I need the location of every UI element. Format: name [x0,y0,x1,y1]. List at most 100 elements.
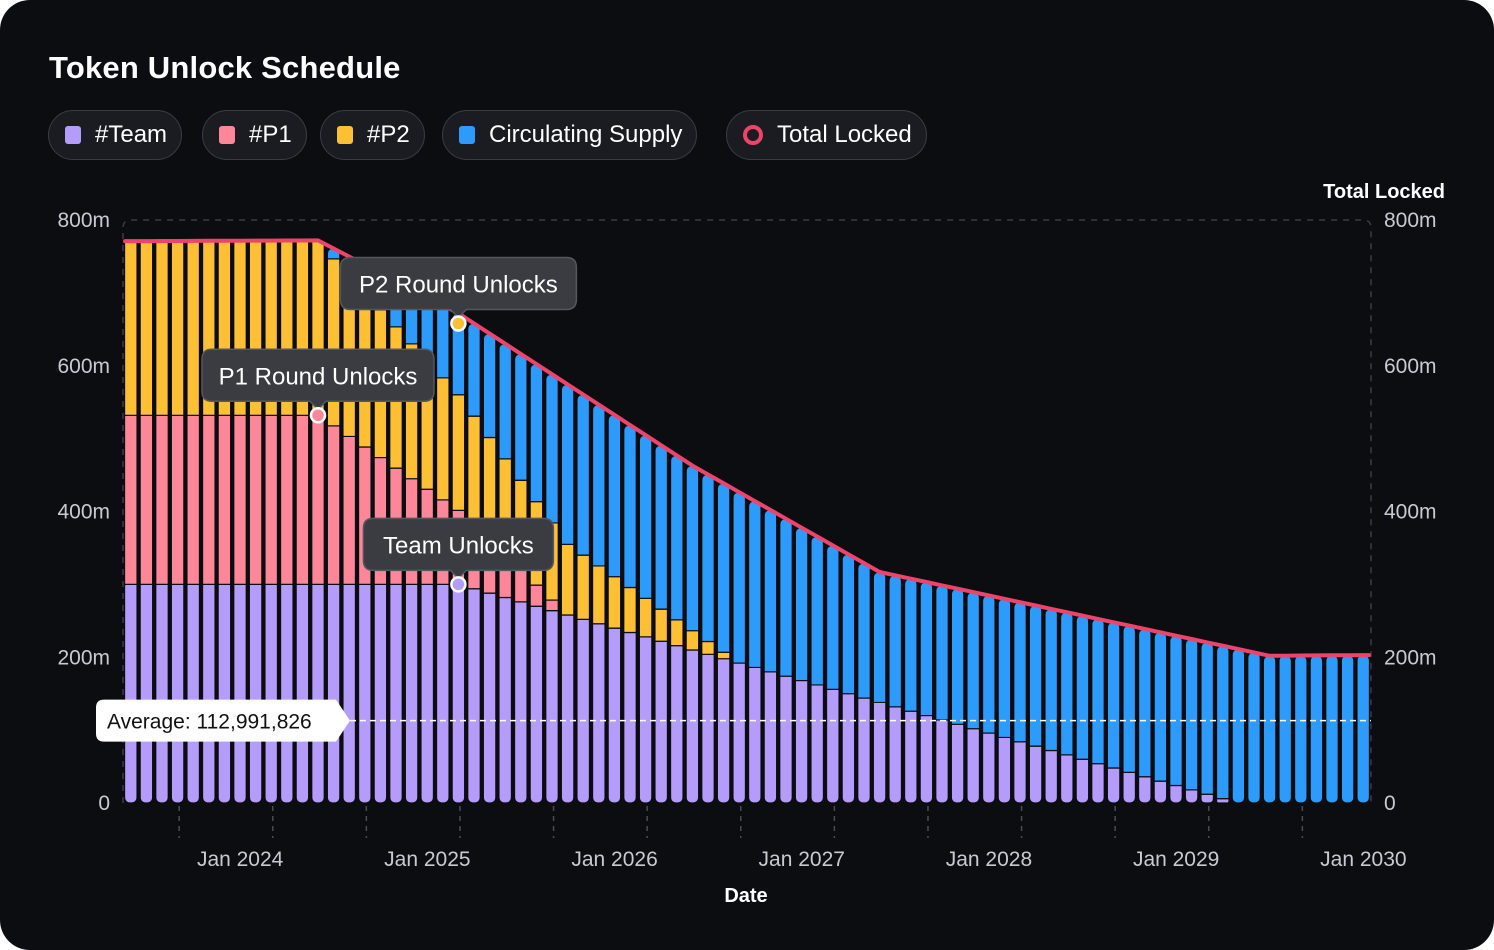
bar-45[interactable] [825,544,840,804]
bar-62[interactable] [1091,618,1105,804]
bar-30[interactable] [591,404,606,804]
bar-59-circulating [1044,608,1059,752]
bar-52[interactable] [935,584,949,804]
bar-54-team [966,728,981,804]
bar-2-p1 [155,414,169,585]
bar-31[interactable] [607,414,622,804]
bar-1[interactable] [139,240,154,804]
bar-38[interactable] [716,482,731,804]
bar-60[interactable] [1059,611,1074,804]
bar-32[interactable] [623,424,637,804]
bar-42[interactable] [779,518,793,804]
bar-56[interactable] [997,598,1012,804]
bar-25[interactable] [513,353,528,804]
bar-48[interactable] [872,571,887,804]
bar-27[interactable] [545,373,559,804]
annotation-p1-marker[interactable] [309,407,327,424]
bar-71[interactable] [1231,648,1246,804]
bar-43[interactable] [794,527,809,804]
legend-item-p1[interactable]: #P1 [202,110,307,160]
annotation-p2[interactable]: P2 Round Unlocks [339,256,578,332]
bar-11-p1 [295,414,310,585]
bar-51-circulating [919,581,934,717]
bar-57[interactable] [1013,601,1027,804]
bar-30-circulating [591,404,606,567]
bar-79[interactable] [1356,654,1371,804]
bar-45-team [825,688,840,804]
bar-29[interactable] [576,393,591,804]
bar-75[interactable] [1293,654,1308,804]
bar-28[interactable] [560,383,575,804]
annotation-p1[interactable]: P1 Round Unlocks [201,348,435,424]
bar-65[interactable] [1137,628,1152,804]
bar-76[interactable] [1309,654,1324,804]
y-tick-right-400m: 400m [1384,501,1437,524]
bar-64-circulating [1122,625,1137,773]
y-tick-right-200m: 200m [1384,646,1437,669]
legend-item-team[interactable]: #Team [48,110,183,160]
bar-26[interactable] [529,363,544,804]
bar-49[interactable] [888,574,903,804]
bar-29-p2 [576,554,591,620]
bar-57-team [1013,741,1027,804]
legend-ring-total-locked [743,125,763,145]
bar-35-circulating [669,454,684,621]
annotation-team-marker[interactable] [450,576,467,593]
x-tick-jan-2025: Jan 2025 [384,848,470,871]
bar-39[interactable] [732,491,747,804]
bar-77[interactable] [1325,654,1339,804]
bar-55[interactable] [981,594,996,804]
bar-40[interactable] [747,500,762,804]
bar-69[interactable] [1200,641,1215,804]
bar-41[interactable] [763,509,778,804]
bar-36[interactable] [685,464,700,804]
bar-53[interactable] [950,588,965,804]
bar-0-p2 [123,241,138,416]
bar-67[interactable] [1169,635,1183,804]
bar-16-team [373,583,388,804]
bar-70[interactable] [1215,645,1230,804]
bar-4-p1 [186,414,201,585]
bar-35[interactable] [669,454,684,804]
bar-51[interactable] [919,581,934,804]
bar-74[interactable] [1278,655,1293,804]
bar-22[interactable] [467,322,481,804]
legend-item-total-locked[interactable]: Total Locked [726,110,927,160]
bar-2[interactable] [155,240,169,804]
bar-12-p1 [311,414,325,585]
bar-37[interactable] [701,473,715,804]
bar-4[interactable] [186,240,201,804]
bar-3[interactable] [170,240,185,804]
bar-47-circulating [857,562,871,699]
bar-72[interactable] [1247,651,1261,804]
bar-24[interactable] [498,343,513,804]
legend-item-circulating[interactable]: Circulating Supply [442,110,698,160]
annotation-team[interactable]: Team Unlocks [362,517,555,593]
bar-44[interactable] [810,535,825,804]
bar-18-team [404,583,419,804]
bar-0[interactable] [123,240,138,804]
bar-46[interactable] [841,553,856,804]
legend-item-p2[interactable]: #P2 [320,110,425,160]
bar-75-circulating [1293,654,1308,804]
bar-63[interactable] [1106,621,1121,804]
bar-36-team [685,649,700,804]
bar-50[interactable] [903,578,918,804]
bar-37-circulating [701,473,715,643]
bar-61[interactable] [1075,614,1090,804]
bar-54[interactable] [966,591,981,804]
bar-47[interactable] [857,562,871,804]
bar-64[interactable] [1122,625,1137,804]
bar-78[interactable] [1340,654,1355,804]
annotation-p2-marker[interactable] [450,315,467,332]
bar-58[interactable] [1028,604,1043,804]
bar-34[interactable] [654,444,669,804]
bar-33[interactable] [638,434,653,804]
bar-66[interactable] [1153,631,1168,804]
bar-62-team [1091,763,1105,804]
bar-66-team [1153,780,1168,804]
bar-59[interactable] [1044,608,1059,804]
bar-32-p2 [623,586,637,634]
bar-73[interactable] [1262,655,1277,804]
bar-45-circulating [825,544,840,690]
